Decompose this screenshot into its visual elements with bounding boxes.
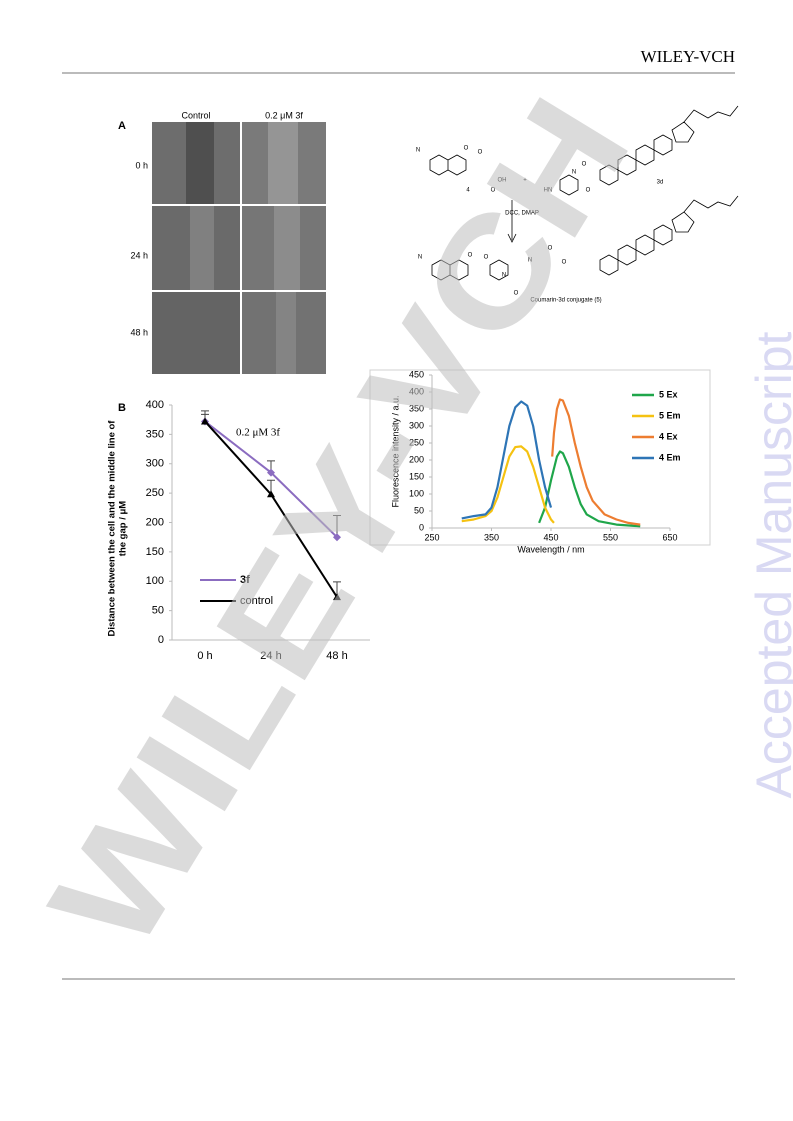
scheme-label: N [418,255,422,261]
y-tick-label: 50 [414,505,424,515]
scheme-label: 3d [657,180,664,186]
series-line [538,450,641,528]
series-line [551,398,641,526]
x-tick-label: 550 [603,532,618,542]
scheme-label: O [484,255,489,261]
scheme-label: + [523,178,527,184]
y-tick-label: 150 [146,546,164,558]
x-axis-label: Wavelength / nm [517,544,584,554]
y-tick-label: 400 [409,386,424,396]
scheme-label: O [586,188,591,194]
y-tick-label: 300 [409,420,424,430]
legend-label: 4 Em [659,452,681,462]
legend-label: 5 Em [659,410,681,420]
marker [333,533,341,542]
row-label: 24 h [130,250,148,260]
scheme-label: O [548,246,553,252]
y-tick-label: 100 [409,488,424,498]
y-tick-label: 400 [146,399,164,411]
scheme-label: O [562,260,567,266]
scheme-label: N [502,273,506,279]
scheme-label: DCC, DMAP [505,211,539,217]
y-tick-label: 0 [158,634,164,646]
marker [267,468,275,477]
scheme-label: N [528,258,532,264]
scheme-label: OH [498,178,507,184]
y-tick-label: 300 [146,458,164,470]
legend-label: 4 Ex [659,431,678,441]
x-tick-label: 0 h [197,650,212,662]
column-label: 0.2 μM 3f [265,110,303,120]
y-axis-label: the gap / μM [118,501,129,557]
y-tick-label: 200 [409,454,424,464]
x-tick-label: 250 [424,532,439,542]
scheme-label: HN [544,188,553,194]
y-tick-label: 250 [146,487,164,499]
x-tick-label: 350 [484,532,499,542]
scheme-label: O [514,291,519,297]
row-label: 48 h [130,327,148,337]
chart-frame [369,369,711,546]
scheme-label: N [572,170,576,176]
legend-label: control [240,595,273,607]
scheme-label: O [491,188,496,194]
accepted-manuscript: Accepted Manuscript [746,331,793,798]
y-tick-label: 0 [419,522,424,532]
y-tick-label: 150 [409,471,424,481]
y-tick-label: 250 [409,437,424,447]
legend-label: 5 Ex [659,389,678,399]
scheme-label: N [416,148,420,154]
scheme-label: O [478,150,483,156]
y-tick-label: 200 [146,516,164,528]
panel-label: B [118,402,126,414]
scheme-label: Coumarin-3d conjugate (5) [530,298,601,304]
x-tick-label: 450 [543,532,558,542]
row-label: 0 h [135,160,148,170]
column-label: Control [181,110,210,120]
scheme-structures [429,105,739,281]
scheme-label: O [582,162,587,168]
y-axis-label: Fluorescence intensity / a.u. [390,395,400,507]
marker [201,417,209,425]
x-tick-label: 48 h [326,650,347,662]
scheme-label: O [464,146,469,152]
panel-label: A [118,120,126,132]
scheme-label: 4 [466,188,470,194]
annotation: 0.2 μM 3f [236,427,280,439]
x-tick-label: 24 h [260,650,281,662]
publisher: WILEY-VCH [641,47,735,66]
micrographs [152,122,326,374]
scheme-label: O [468,253,473,259]
marker [333,593,341,601]
marker [267,490,275,498]
y-tick-label: 450 [409,369,424,379]
y-axis-label: Distance between the cell and the middle… [107,420,118,637]
y-tick-label: 100 [146,575,164,587]
series-line [461,400,553,520]
legend-label: 3f [240,574,250,586]
series-line [461,445,555,524]
y-tick-label: 350 [409,403,424,413]
y-tick-label: 50 [152,605,164,617]
y-tick-label: 350 [146,428,164,440]
x-tick-label: 650 [662,532,677,542]
